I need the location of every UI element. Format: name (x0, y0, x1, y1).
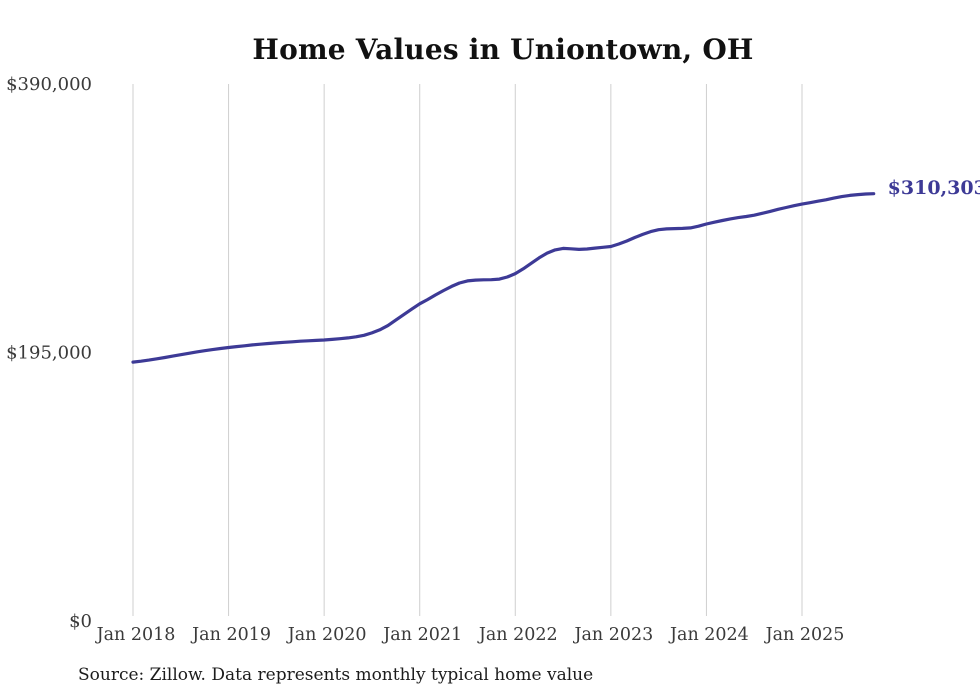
x-axis-tick-label: Jan 2024 (668, 625, 749, 645)
x-axis-tick-label: Jan 2025 (764, 625, 845, 645)
x-axis-tick-label: Jan 2021 (381, 625, 462, 645)
value-line (131, 192, 876, 364)
source-note: Source: Zillow. Data represents monthly … (78, 665, 594, 685)
y-axis-tick-label: $195,000 (6, 343, 92, 364)
x-axis-tick-label: Jan 2022 (477, 625, 558, 645)
line-chart-plot: Jan 2018 Jan 2019 Jan 2020 Jan 2021 Jan 2022… (6, 74, 980, 645)
chart-title: Home Values in Uniontown, OH (252, 33, 754, 66)
x-axis-tick-label: Jan 2020 (286, 625, 367, 645)
x-axis-tick-label: Jan 2018 (95, 625, 176, 645)
x-axis-tick-label: Jan 2019 (190, 625, 271, 645)
x-axis-tick-label: Jan 2023 (572, 625, 653, 645)
y-axis-tick-label: $0 (69, 611, 92, 632)
end-value-label: $310,303 (888, 177, 980, 199)
y-axis-tick-label: $390,000 (6, 74, 92, 95)
